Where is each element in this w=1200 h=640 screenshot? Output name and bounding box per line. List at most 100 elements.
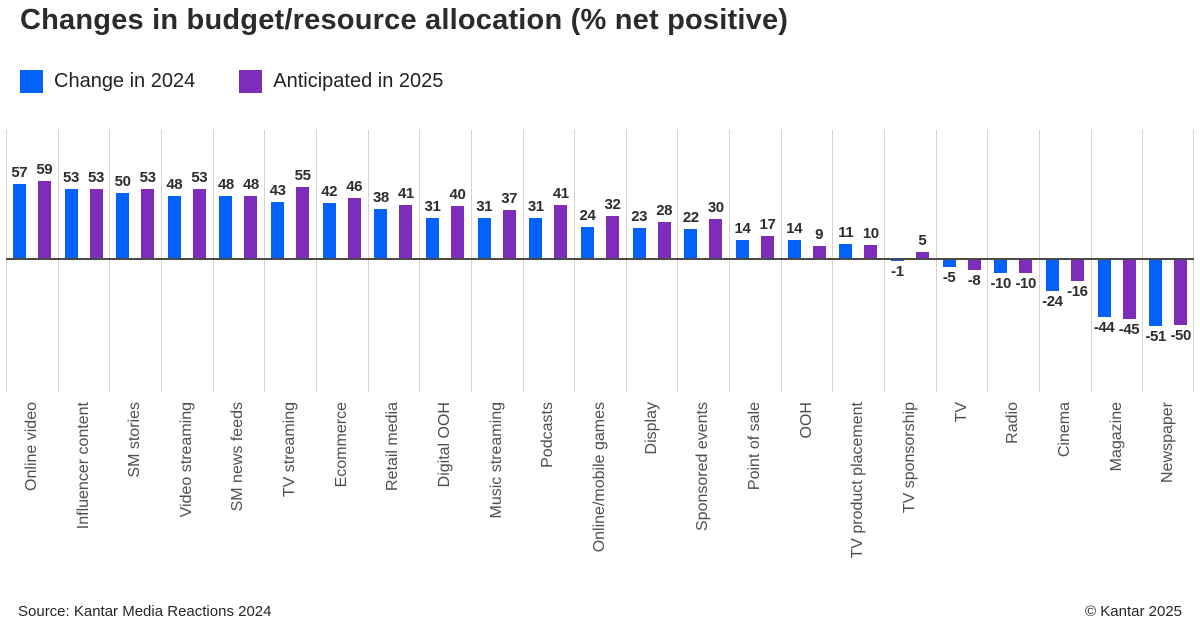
x-axis-label: Online/mobile games — [591, 402, 608, 553]
bar-chart-plot-area: 57 53 50 48 48 43 42 38 31 31 31 24 23 22 14 14 11 -1 -5 -1… — [6, 130, 1194, 392]
bar-value-label: 37 — [501, 189, 518, 207]
bar-value-label: 41 — [552, 184, 569, 202]
bar-value-label: 46 — [346, 178, 363, 196]
category-gridline — [1142, 130, 1143, 392]
bar-value-label: 14 — [786, 219, 803, 237]
category-gridline — [523, 130, 524, 392]
x-axis-label: Sponsored events — [694, 402, 712, 531]
bar-value-label: 24 — [579, 206, 596, 224]
legend-label-2025: Anticipated in 2025 — [273, 70, 444, 92]
x-axis-label: Video streaming — [177, 402, 195, 518]
bar-2025 — [451, 206, 464, 258]
bar-value-label: -50 — [1170, 327, 1191, 344]
category-gridline — [6, 130, 7, 392]
category-gridline — [368, 130, 369, 392]
x-axis-label: Digital OOH — [436, 402, 453, 488]
bar-value-label: -51 — [1145, 328, 1166, 346]
bar-value-label: 53 — [139, 169, 156, 187]
bar-value-label: 5 — [918, 231, 927, 249]
category-gridline — [264, 130, 265, 392]
x-axis-label: TV sponsorship — [900, 402, 918, 514]
bar-value-label: 30 — [707, 199, 724, 216]
bar-value-label: -16 — [1067, 282, 1088, 300]
bar-value-label: 53 — [63, 169, 79, 187]
bar-value-label: 43 — [269, 182, 286, 200]
x-axis-label: Cinema — [1055, 402, 1073, 458]
x-axis-label: Music streaming — [487, 402, 505, 519]
bar-2024 — [219, 195, 233, 258]
bar-2024 — [426, 217, 439, 258]
category-gridline — [781, 130, 782, 392]
category-gridline — [161, 130, 162, 392]
zero-axis-line — [6, 258, 1194, 260]
x-axis-label: Display — [642, 402, 660, 455]
bar-value-label: 23 — [631, 208, 648, 226]
bar-value-label: 9 — [815, 226, 824, 244]
bar-2024 — [684, 229, 698, 258]
bar-value-label: 10 — [862, 225, 879, 242]
x-axis-label: TV streaming — [281, 402, 299, 498]
bar-2024 — [994, 260, 1008, 273]
category-gridline — [936, 130, 937, 392]
x-axis-label: SM stories — [126, 402, 144, 478]
legend-swatch-blue — [20, 70, 43, 93]
bar-value-label: 48 — [242, 175, 259, 193]
bar-2025 — [864, 245, 878, 258]
bar-value-label: 41 — [397, 184, 414, 202]
bar-2025 — [1019, 260, 1033, 273]
x-axis-label: TV — [952, 402, 970, 423]
x-axis-label: Online video — [22, 402, 40, 491]
bar-2025 — [1174, 260, 1188, 325]
bar-2025 — [657, 221, 671, 258]
bar-value-label: -5 — [942, 268, 956, 286]
bar-value-label: 14 — [734, 219, 751, 237]
category-gridline — [987, 130, 988, 392]
bar-2025 — [244, 195, 258, 258]
copyright-note: © Kantar 2025 — [1085, 603, 1182, 620]
category-gridline — [677, 130, 678, 392]
bar-value-label: 28 — [656, 201, 673, 219]
bar-value-label: 31 — [476, 197, 493, 215]
category-gridline — [574, 130, 575, 392]
bar-2025 — [606, 216, 619, 258]
bar-2024 — [374, 208, 388, 258]
bar-2024 — [12, 183, 26, 258]
bar-value-label: -1 — [891, 263, 904, 281]
bar-value-label: -45 — [1118, 320, 1140, 338]
bar-2025 — [141, 189, 155, 258]
bar-value-label: -24 — [1042, 293, 1063, 311]
bar-2025 — [399, 204, 413, 258]
category-gridline — [729, 130, 730, 392]
x-axis-label: OOH — [797, 402, 815, 439]
bar-2025 — [967, 260, 981, 271]
bar-2024 — [942, 260, 956, 267]
bar-2025 — [554, 204, 568, 258]
x-axis-label: Podcasts — [539, 402, 557, 468]
legend-item-2025: Anticipated in 2025 — [239, 70, 443, 93]
category-gridline — [419, 130, 420, 392]
bar-value-label: 48 — [166, 175, 183, 193]
category-gridline — [832, 130, 833, 392]
bar-2025 — [1122, 260, 1136, 319]
bar-value-label: -10 — [1015, 275, 1036, 292]
category-gridline — [884, 130, 885, 392]
bar-value-label: 53 — [88, 169, 104, 187]
bar-2025 — [761, 235, 774, 258]
category-gridline — [58, 130, 59, 392]
bar-value-label: -10 — [990, 275, 1011, 292]
bar-2024 — [1149, 260, 1163, 327]
bar-2024 — [839, 243, 853, 258]
x-axis-label: Ecommerce — [332, 402, 350, 488]
x-axis-label: TV product placement — [849, 402, 867, 559]
bar-2024 — [581, 226, 594, 258]
bar-2025 — [1070, 260, 1084, 281]
bar-value-label: 53 — [191, 169, 208, 187]
bar-value-label: 55 — [294, 166, 311, 184]
category-gridline — [471, 130, 472, 392]
x-axis-label: SM news feeds — [229, 402, 247, 512]
bar-value-label: -8 — [967, 272, 981, 290]
bar-2024 — [736, 239, 749, 258]
bar-value-label: 31 — [424, 197, 441, 215]
bar-value-label: 40 — [449, 186, 466, 203]
